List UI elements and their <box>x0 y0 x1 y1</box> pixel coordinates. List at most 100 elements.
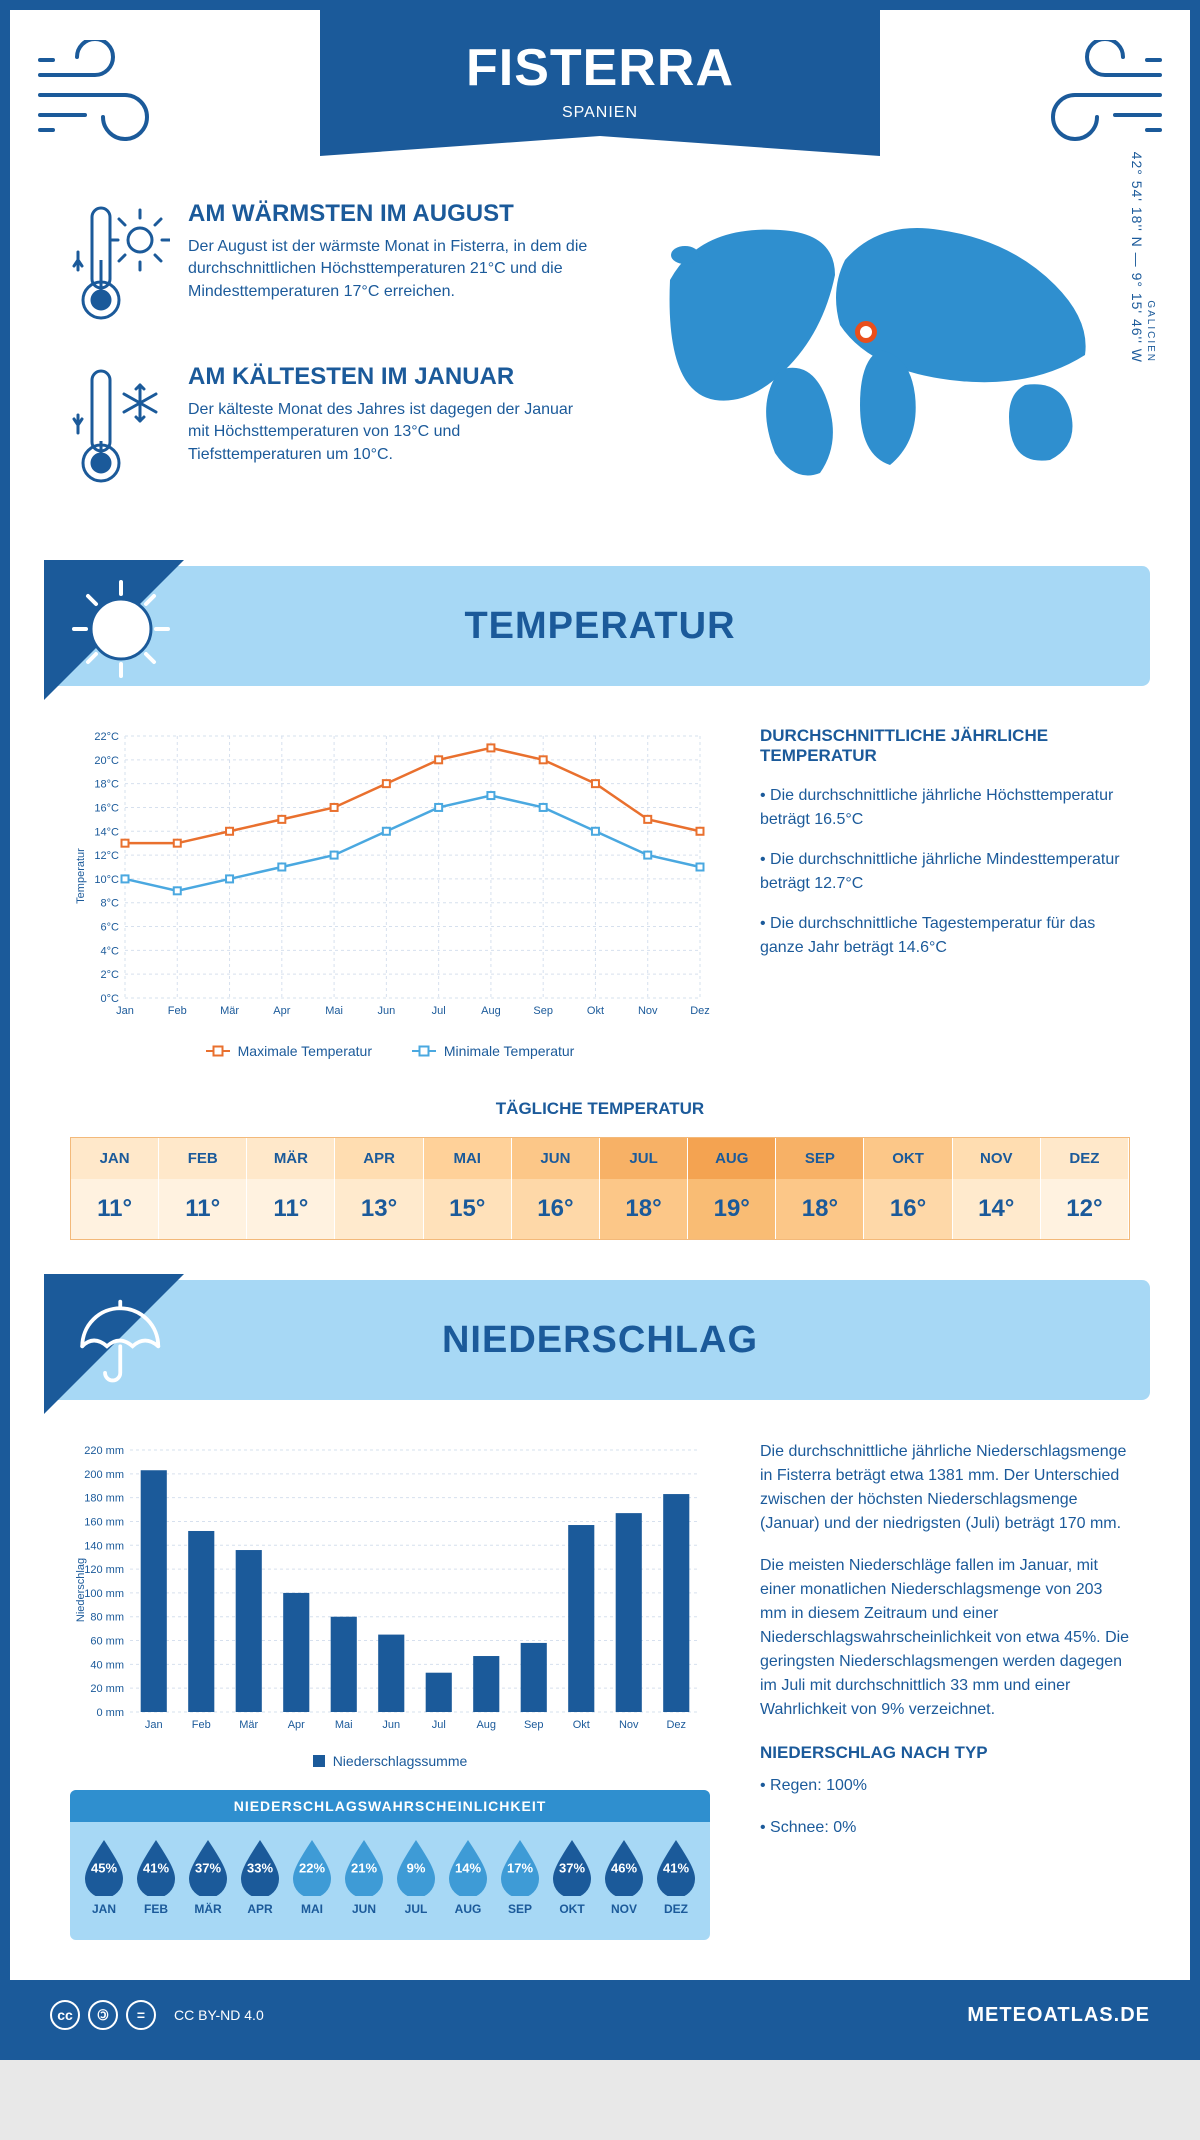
coordinates: GALICIEN 42° 54' 18'' N — 9° 15' 46'' W <box>1129 152 1156 363</box>
daily-value: 16° <box>512 1179 600 1239</box>
precipitation-chart: 0 mm20 mm40 mm60 mm80 mm100 mm120 mm140 … <box>70 1440 710 1770</box>
intro-row: AM WÄRMSTEN IM AUGUST Der August ist der… <box>10 200 1190 556</box>
svg-text:Mär: Mär <box>220 1005 239 1017</box>
svg-text:22°C: 22°C <box>94 731 119 743</box>
site-name: METEOATLAS.DE <box>967 2004 1150 2027</box>
footer: cc 🄯 = CC BY-ND 4.0 METEOATLAS.DE <box>10 1980 1190 2050</box>
svg-text:Sep: Sep <box>524 1719 544 1731</box>
fact-warm-text: Der August ist der wärmste Monat in Fist… <box>188 236 590 303</box>
svg-text:160 mm: 160 mm <box>84 1516 124 1528</box>
svg-text:6°C: 6°C <box>101 922 120 934</box>
precip-probability-box: NIEDERSCHLAGSWAHRSCHEINLICHKEIT 45% JAN … <box>70 1790 710 1940</box>
prob-drop: 37% OKT <box>546 1838 598 1916</box>
prob-drop: 21% JUN <box>338 1838 390 1916</box>
prob-drop: 33% APR <box>234 1838 286 1916</box>
precip-type-item: • Regen: 100% <box>760 1774 1130 1798</box>
precip-p1: Die durchschnittliche jährliche Niedersc… <box>760 1440 1130 1536</box>
svg-text:Niederschlag: Niederschlag <box>75 1558 87 1622</box>
svg-text:140 mm: 140 mm <box>84 1540 124 1552</box>
svg-text:Nov: Nov <box>638 1005 658 1017</box>
daily-value: 18° <box>600 1179 688 1239</box>
svg-text:Jun: Jun <box>382 1719 400 1731</box>
temp-bullet: • Die durchschnittliche jährliche Höchst… <box>760 784 1130 832</box>
temperature-chart: 0°C2°C4°C6°C8°C10°C12°C14°C16°C18°C20°C2… <box>70 726 710 1059</box>
svg-text:Jul: Jul <box>432 1005 446 1017</box>
svg-text:10°C: 10°C <box>94 874 119 886</box>
license-text: CC BY-ND 4.0 <box>174 2007 264 2023</box>
fact-coldest: AM KÄLTESTEN IM JANUAR Der kälteste Mona… <box>70 363 590 498</box>
section-temp-title: TEMPERATUR <box>210 605 1150 648</box>
region-label: GALICIEN <box>1145 152 1156 363</box>
daily-value: 14° <box>953 1179 1041 1239</box>
precip-type-item: • Schnee: 0% <box>760 1816 1130 1840</box>
daily-month: AUG <box>688 1138 776 1179</box>
license-block: cc 🄯 = CC BY-ND 4.0 <box>50 2000 264 2030</box>
prob-drop: 14% AUG <box>442 1838 494 1916</box>
by-icon: 🄯 <box>88 2000 118 2030</box>
section-precip-band: NIEDERSCHLAG <box>50 1280 1150 1400</box>
daily-value: 16° <box>864 1179 952 1239</box>
daily-month: APR <box>335 1138 423 1179</box>
svg-text:Aug: Aug <box>481 1005 501 1017</box>
svg-text:12°C: 12°C <box>94 850 119 862</box>
svg-text:4°C: 4°C <box>101 945 120 957</box>
svg-text:2°C: 2°C <box>101 969 120 981</box>
daily-value: 18° <box>776 1179 864 1239</box>
svg-text:0°C: 0°C <box>101 993 120 1005</box>
svg-text:Jul: Jul <box>432 1719 446 1731</box>
section-precip-title: NIEDERSCHLAG <box>210 1319 1150 1362</box>
svg-text:Feb: Feb <box>168 1005 187 1017</box>
wind-icon <box>1025 40 1165 150</box>
daily-value: 11° <box>159 1179 247 1239</box>
daily-value: 11° <box>71 1179 159 1239</box>
svg-text:Okt: Okt <box>587 1005 604 1017</box>
daily-value: 11° <box>247 1179 335 1239</box>
coords-value: 42° 54' 18'' N — 9° 15' 46'' W <box>1129 152 1145 363</box>
svg-text:Nov: Nov <box>619 1719 639 1731</box>
svg-text:60 mm: 60 mm <box>90 1636 124 1648</box>
svg-text:Mai: Mai <box>335 1719 353 1731</box>
svg-text:100 mm: 100 mm <box>84 1588 124 1600</box>
daily-value: 15° <box>424 1179 512 1239</box>
header: FISTERRA SPANIEN <box>10 10 1190 200</box>
page-title: FISTERRA <box>340 38 860 98</box>
svg-text:220 mm: 220 mm <box>84 1445 124 1457</box>
temp-bullet: • Die durchschnittliche jährliche Mindes… <box>760 848 1130 896</box>
prob-drop: 46% NOV <box>598 1838 650 1916</box>
precip-type-heading: NIEDERSCHLAG NACH TYP <box>760 1740 1130 1766</box>
svg-text:Temperatur: Temperatur <box>75 848 87 904</box>
prob-drop: 17% SEP <box>494 1838 546 1916</box>
svg-text:Apr: Apr <box>288 1719 305 1731</box>
sun-icon <box>66 574 176 684</box>
precipitation-text: Die durchschnittliche jährliche Niedersc… <box>760 1440 1130 1940</box>
svg-text:18°C: 18°C <box>94 779 119 791</box>
fact-cold-title: AM KÄLTESTEN IM JANUAR <box>188 363 590 391</box>
umbrella-icon <box>68 1294 163 1389</box>
wind-icon <box>35 40 175 150</box>
cc-icon: cc <box>50 2000 80 2030</box>
svg-text:Mär: Mär <box>239 1719 258 1731</box>
svg-text:Feb: Feb <box>192 1719 211 1731</box>
daily-month: MAI <box>424 1138 512 1179</box>
svg-text:20°C: 20°C <box>94 755 119 767</box>
svg-text:Sep: Sep <box>533 1005 553 1017</box>
svg-text:16°C: 16°C <box>94 802 119 814</box>
temp-bullet: • Die durchschnittliche Tagestemperatur … <box>760 912 1130 960</box>
svg-text:120 mm: 120 mm <box>84 1564 124 1576</box>
svg-text:8°C: 8°C <box>101 898 120 910</box>
nd-icon: = <box>126 2000 156 2030</box>
fact-warm-title: AM WÄRMSTEN IM AUGUST <box>188 200 590 228</box>
precip-legend-label: Niederschlagssumme <box>333 1753 468 1769</box>
temp-text-heading: DURCHSCHNITTLICHE JÄHRLICHE TEMPERATUR <box>760 726 1130 766</box>
daily-month: DEZ <box>1041 1138 1129 1179</box>
facts-column: AM WÄRMSTEN IM AUGUST Der August ist der… <box>70 200 590 526</box>
prob-drop: 22% MAI <box>286 1838 338 1916</box>
thermometer-snow-icon <box>70 363 170 498</box>
svg-text:Jun: Jun <box>377 1005 395 1017</box>
precipitation-block: 0 mm20 mm40 mm60 mm80 mm100 mm120 mm140 … <box>10 1400 1190 1960</box>
title-ribbon: FISTERRA SPANIEN <box>320 10 880 156</box>
daily-month: NOV <box>953 1138 1041 1179</box>
svg-text:180 mm: 180 mm <box>84 1493 124 1505</box>
daily-month: OKT <box>864 1138 952 1179</box>
temperature-block: 0°C2°C4°C6°C8°C10°C12°C14°C16°C18°C20°C2… <box>10 686 1190 1069</box>
